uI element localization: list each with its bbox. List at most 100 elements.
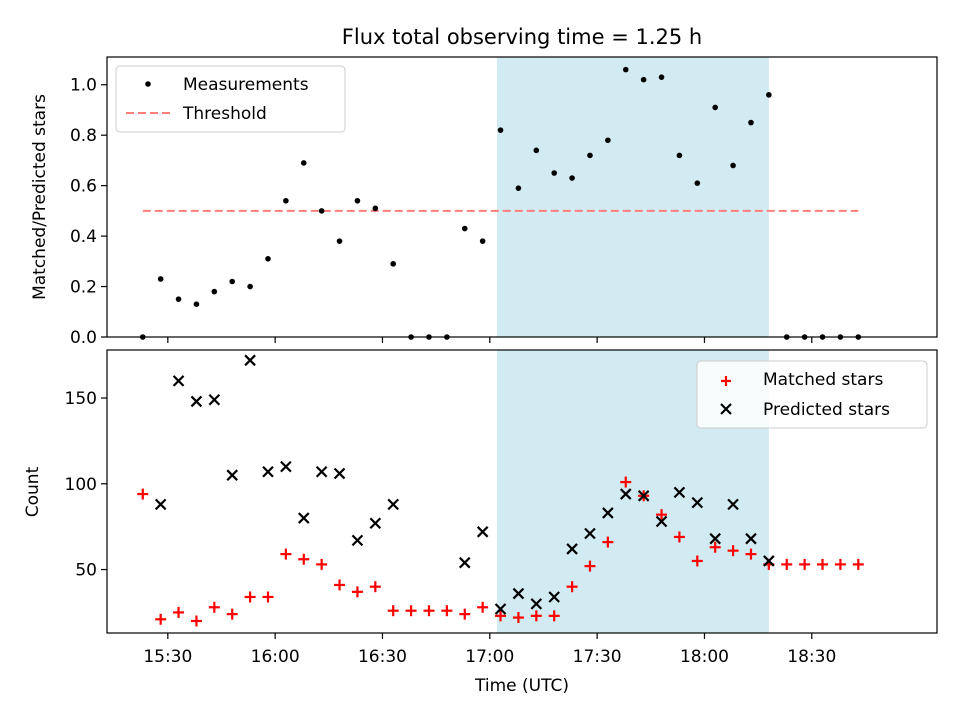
top-panel: 0.0 0.2 0.4 0.6 0.8 1.0 Flux total observing … bbox=[30, 25, 938, 348]
matched-star-point bbox=[190, 615, 202, 627]
matched-star-point bbox=[548, 610, 560, 622]
predicted-star-stroke bbox=[333, 467, 346, 480]
matched-star-point bbox=[137, 488, 149, 500]
legend-matched-marker bbox=[721, 376, 731, 386]
y-tick-label: 150 bbox=[65, 389, 97, 409]
matched-star-point bbox=[745, 548, 757, 560]
predicted-star-point bbox=[262, 465, 274, 478]
top-legend: Measurements Threshold bbox=[115, 65, 346, 133]
measurement-point bbox=[193, 301, 200, 308]
measurement-point bbox=[372, 205, 379, 212]
predicted-star-stroke bbox=[280, 460, 292, 473]
measurement-point bbox=[622, 66, 629, 73]
measurement-point bbox=[569, 175, 575, 181]
predicted-star-stroke bbox=[673, 486, 686, 499]
measurement-point bbox=[730, 162, 736, 169]
matched-star-point bbox=[208, 601, 220, 613]
x-tick-label: 15:30 bbox=[143, 647, 192, 667]
predicted-star-point bbox=[584, 527, 596, 540]
predicted-star-stroke bbox=[727, 498, 739, 511]
predicted-star-point bbox=[226, 469, 238, 481]
predicted-star-point bbox=[333, 467, 346, 480]
predicted-star-stroke bbox=[602, 507, 614, 519]
measurement-point bbox=[318, 208, 325, 214]
measurement-point bbox=[479, 238, 486, 244]
matched-star-point bbox=[405, 605, 417, 617]
matched-star-point bbox=[459, 608, 471, 620]
measurement-point bbox=[354, 197, 361, 204]
predicted-star-point bbox=[673, 486, 686, 499]
y-tick-label: 1.0 bbox=[70, 76, 97, 96]
predicted-star-point bbox=[763, 555, 775, 567]
measurement-point bbox=[265, 256, 271, 262]
x-tick-label: 16:00 bbox=[251, 647, 300, 667]
predicted-star-point bbox=[351, 534, 364, 547]
measurement-point bbox=[336, 238, 343, 244]
matched-star-point bbox=[673, 531, 685, 543]
legend-predicted-marker bbox=[720, 403, 732, 415]
predicted-star-point bbox=[387, 498, 399, 511]
y-tick-label: 50 bbox=[75, 561, 97, 581]
predicted-star-stroke bbox=[619, 488, 632, 500]
x-tick-label: 17:00 bbox=[465, 647, 514, 667]
predicted-star-stroke bbox=[154, 498, 167, 511]
predicted-star-stroke bbox=[494, 603, 507, 615]
matched-star-point bbox=[226, 608, 238, 620]
matched-star-point bbox=[369, 581, 381, 593]
matched-star-point bbox=[781, 558, 793, 570]
measurement-point bbox=[497, 127, 504, 133]
predicted-star-point bbox=[458, 556, 471, 569]
measurement-point bbox=[461, 225, 468, 232]
top-x-ticks bbox=[167, 337, 813, 343]
measurement-point bbox=[515, 185, 522, 191]
top-legend-box bbox=[115, 65, 346, 133]
measurement-point bbox=[211, 288, 218, 295]
measurement-point bbox=[748, 119, 754, 126]
x-tick-label: 16:30 bbox=[358, 647, 407, 667]
predicted-star-stroke bbox=[172, 375, 185, 387]
predicted-star-point bbox=[172, 375, 185, 387]
measurement-point bbox=[283, 197, 289, 204]
predicted-star-stroke bbox=[763, 555, 775, 567]
predicted-star-point bbox=[709, 532, 721, 545]
bottom-legend: Matched stars Predicted stars bbox=[696, 360, 928, 429]
x-tick-label: 17:30 bbox=[573, 647, 622, 667]
matched-star-point bbox=[441, 605, 453, 617]
predicted-star-stroke bbox=[530, 598, 543, 610]
predicted-star-stroke bbox=[458, 556, 471, 569]
x-tick-label: 18:30 bbox=[787, 647, 836, 667]
predicted-star-point bbox=[208, 393, 221, 406]
measurement-point bbox=[551, 170, 557, 176]
legend-matched-label: Matched stars bbox=[763, 370, 883, 390]
x-tick-label: 18:00 bbox=[680, 647, 729, 667]
matched-star-point bbox=[799, 558, 811, 570]
legend-predicted-label: Predicted stars bbox=[763, 400, 890, 420]
top-observing-interval-shade bbox=[496, 57, 769, 337]
matched-star-point bbox=[316, 558, 328, 570]
predicted-star-point bbox=[512, 587, 525, 600]
predicted-star-point bbox=[244, 354, 256, 367]
predicted-star-stroke bbox=[387, 498, 399, 511]
predicted-star-point bbox=[154, 498, 167, 511]
matched-star-point bbox=[834, 558, 846, 570]
predicted-star-stroke bbox=[566, 543, 578, 555]
predicted-star-stroke bbox=[208, 393, 221, 406]
top-plot-frame bbox=[106, 56, 938, 338]
matched-star-point bbox=[691, 555, 703, 567]
bottom-y-axis: 50 100 150 bbox=[65, 389, 107, 581]
matched-star-point bbox=[656, 509, 668, 521]
predicted-star-point bbox=[190, 395, 203, 408]
predicted-star-stroke bbox=[476, 526, 489, 538]
measurement-point bbox=[300, 160, 307, 166]
bottom-y-axis-label: Count bbox=[23, 466, 43, 517]
top-series-group bbox=[139, 66, 862, 340]
predicted-star-point bbox=[315, 465, 328, 478]
matched-star-point bbox=[351, 586, 363, 598]
bottom-x-axis: 15:30 16:00 16:30 17:00 17:30 18:00 18:30 bbox=[143, 633, 836, 667]
predicted-star-stroke bbox=[691, 496, 704, 509]
legend-threshold-label: Threshold bbox=[182, 104, 267, 124]
matched-star-point bbox=[566, 581, 578, 593]
x-axis-label: Time (UTC) bbox=[474, 676, 569, 696]
top-y-axis-label: Matched/Predicted stars bbox=[30, 94, 50, 300]
matched-star-point bbox=[280, 548, 292, 560]
